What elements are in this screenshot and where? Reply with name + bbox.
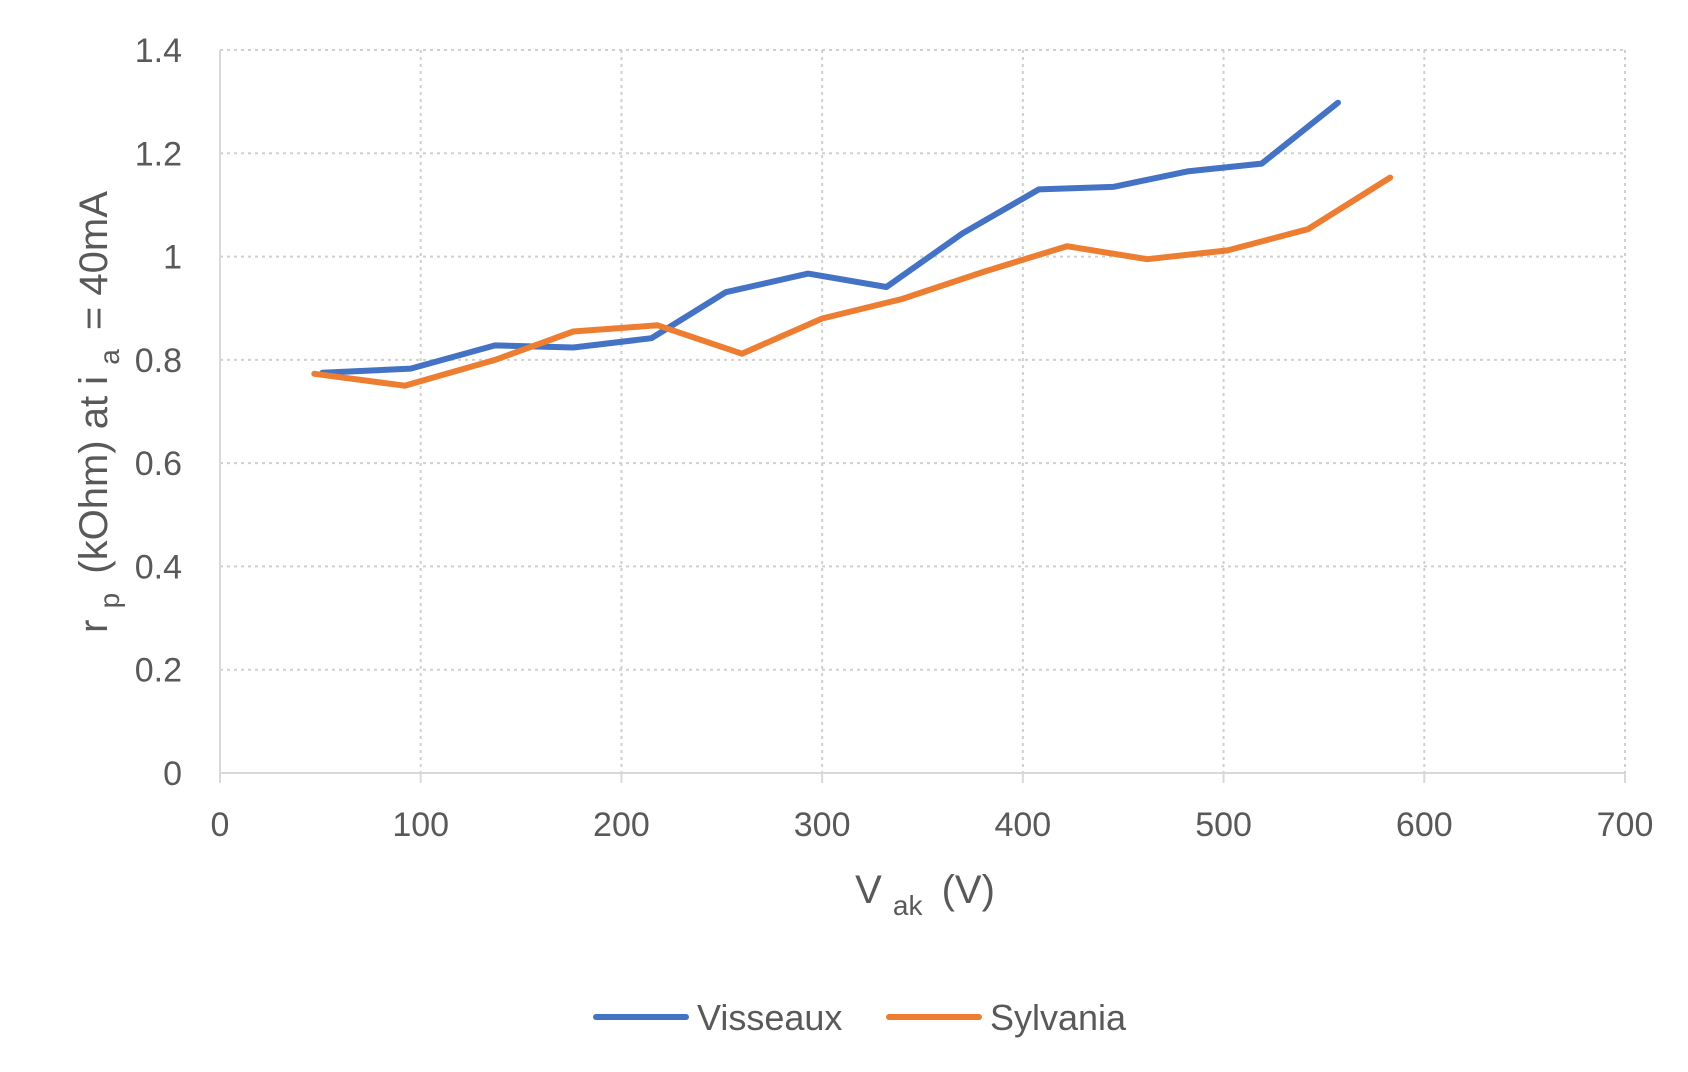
y-tick-label: 0.2: [135, 652, 182, 690]
x-axis-label-tail: (V): [942, 868, 995, 912]
legend-label-visseaux: Visseaux: [697, 997, 842, 1038]
y-axis-label: r p (kOhm) at i a = 40mA: [72, 191, 128, 633]
legend-label-sylvania: Sylvania: [990, 997, 1127, 1038]
y-tick-label: 0.8: [135, 342, 182, 380]
y-tick-label: 1: [163, 239, 182, 277]
y-axis-label-part3: = 40mA: [72, 191, 116, 330]
x-tick-label: 500: [1195, 806, 1252, 844]
series-lines: [311, 99, 1394, 389]
y-tick-label: 1.2: [135, 135, 182, 173]
x-tick-label: 700: [1597, 806, 1654, 844]
legend: Visseaux Sylvania: [593, 997, 1127, 1038]
x-tick-label: 0: [211, 806, 230, 844]
series-line-sylvania: [311, 174, 1394, 389]
x-tick-label: 400: [994, 806, 1051, 844]
tick-labels: 0 0.2 0.4 0.6 0.8 1 1.2 1.4 0 100 200 300 400 500 600 7…: [135, 32, 1654, 844]
y-axis-label-part2: (kOhm) at i: [72, 376, 116, 574]
series-line-visseaux: [319, 99, 1341, 376]
x-axis-label-sub: ak: [893, 890, 924, 921]
x-tick-label: 100: [392, 806, 449, 844]
y-tick-label: 0.6: [135, 445, 182, 483]
axes: [219, 50, 1626, 783]
y-tick-label: 1.4: [135, 32, 182, 70]
x-axis-label: V ak (V): [855, 868, 995, 924]
gridlines: [220, 49, 1626, 773]
y-axis-label-sub2: a: [94, 349, 125, 365]
x-axis-label-main: V: [855, 868, 882, 912]
x-tick-label: 300: [794, 806, 851, 844]
x-tick-label: 200: [593, 806, 650, 844]
x-tick-label: 600: [1396, 806, 1453, 844]
y-tick-label: 0.4: [135, 548, 182, 586]
y-axis-label-sub1: p: [94, 593, 125, 609]
y-axis-label-part1: r: [72, 620, 116, 633]
y-tick-label: 0: [163, 755, 182, 793]
